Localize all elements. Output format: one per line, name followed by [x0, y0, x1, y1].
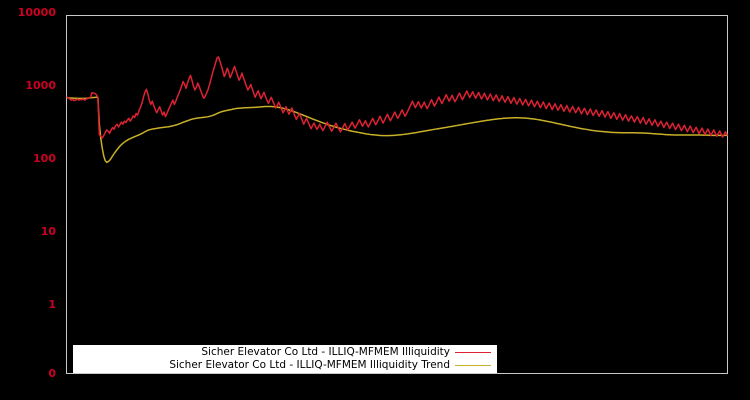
series-line-trend: [66, 96, 728, 164]
legend-label-trend: Sicher Elevator Co Ltd - ILLIQ-MFMEM Ill…: [169, 359, 450, 371]
series-line-illiquidity: [66, 56, 728, 139]
y-axis-label-1: 1: [48, 298, 56, 311]
series-canvas: [66, 56, 728, 164]
legend-swatch-illiquidity: [455, 351, 491, 353]
y-axis-label-1000: 1000: [25, 79, 56, 92]
legend-item-trend: Sicher Elevator Co Ltd - ILLIQ-MFMEM Ill…: [73, 358, 497, 372]
plot-area: [66, 15, 728, 374]
y-axis-label-0: 0: [48, 367, 56, 380]
legend-item-illiquidity: Sicher Elevator Co Ltd - ILLIQ-MFMEM Ill…: [73, 345, 497, 359]
legend-swatch-trend: [455, 364, 491, 366]
y-axis-label-10: 10: [40, 225, 56, 238]
y-axis-label-100: 100: [33, 152, 56, 165]
legend-label-illiquidity: Sicher Elevator Co Ltd - ILLIQ-MFMEM Ill…: [201, 346, 450, 358]
y-axis-label-10000: 10000: [17, 6, 56, 19]
plot-frame: [66, 15, 728, 374]
chart-legend: Sicher Elevator Co Ltd - ILLIQ-MFMEM Ill…: [73, 345, 497, 373]
